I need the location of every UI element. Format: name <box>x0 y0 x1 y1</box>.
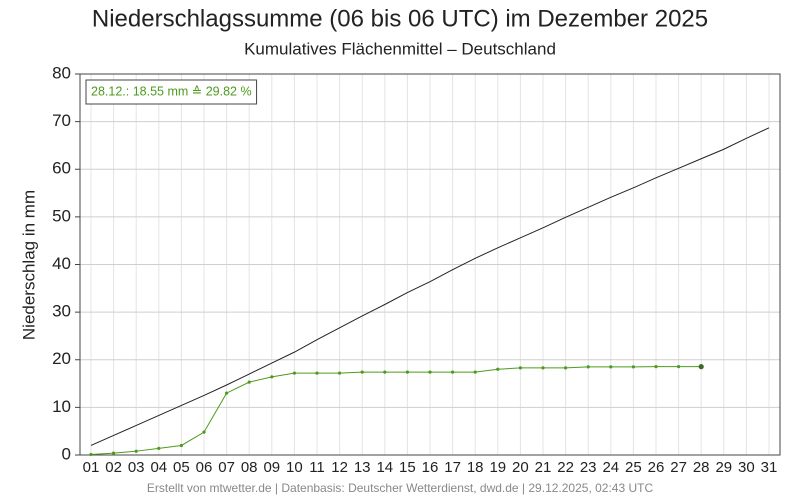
footer: Erstellt von mtwetter.de | Datenbasis: D… <box>147 481 654 495</box>
series-point <box>292 371 296 375</box>
x-tick-label: 02 <box>105 459 122 476</box>
y-tick-label: 30 <box>52 302 71 321</box>
series-point <box>451 370 455 374</box>
annotation: 28.12.: 18.55 mm ≙ 29.82 % <box>91 84 252 98</box>
series-point <box>473 370 477 374</box>
x-tick-label: 09 <box>263 459 280 476</box>
y-tick-label: 80 <box>52 63 71 82</box>
series-point <box>202 430 206 434</box>
x-tick-label: 14 <box>376 459 393 476</box>
series-point <box>586 365 590 369</box>
x-tick-label: 16 <box>422 459 439 476</box>
x-tick-label: 20 <box>512 459 529 476</box>
series-point <box>247 380 251 384</box>
x-tick-label: 05 <box>173 459 190 476</box>
y-tick-label: 10 <box>52 397 71 416</box>
x-tick-label: 25 <box>625 459 642 476</box>
x-tick-label: 22 <box>557 459 574 476</box>
series-line <box>90 366 702 456</box>
series-point <box>609 365 613 369</box>
x-tick-label: 30 <box>738 459 755 476</box>
x-tick-label: 28 <box>693 459 710 476</box>
x-tick-label: 29 <box>715 459 732 476</box>
annotation-box <box>85 79 258 105</box>
x-tick-label: 23 <box>580 459 597 476</box>
x-tick-label: 13 <box>354 459 371 476</box>
series-point <box>541 366 545 370</box>
series-point <box>496 367 500 371</box>
x-tick-label: 07 <box>218 459 235 476</box>
x-tick-label: 12 <box>331 459 348 476</box>
series-point <box>338 371 342 375</box>
x-tick-label: 26 <box>648 459 665 476</box>
series-point <box>225 391 229 395</box>
y-tick-label: 20 <box>52 349 71 368</box>
x-tick-label: 03 <box>128 459 145 476</box>
series-point <box>698 364 704 370</box>
x-tick-label: 06 <box>196 459 213 476</box>
plot-frame <box>79 73 781 456</box>
y-tick-label: 50 <box>52 206 71 225</box>
x-tick-label: 10 <box>286 459 303 476</box>
x-tick-label: 19 <box>489 459 506 476</box>
x-tick-label: 08 <box>241 459 258 476</box>
x-tick-label: 21 <box>535 459 552 476</box>
series-point <box>157 446 161 450</box>
x-tick-label: 15 <box>399 459 416 476</box>
x-tick-label: 04 <box>150 459 167 476</box>
series-point <box>134 449 138 453</box>
series-point <box>360 370 364 374</box>
chart-title: Niederschlagssumme (06 bis 06 UTC) im De… <box>92 5 708 32</box>
series-point <box>677 365 681 369</box>
x-tick-label: 31 <box>761 459 778 476</box>
series-point <box>654 365 658 369</box>
series-point <box>428 370 432 374</box>
series-point <box>112 451 116 455</box>
series-line <box>90 127 770 446</box>
y-tick-label: 70 <box>52 111 71 130</box>
x-tick-label: 11 <box>309 459 325 476</box>
x-tick-label: 17 <box>444 459 461 476</box>
series-point <box>564 366 568 370</box>
series-point <box>179 443 183 448</box>
series-point <box>405 370 409 374</box>
series-point <box>518 366 523 370</box>
y-tick-label: 40 <box>52 254 71 273</box>
series-point <box>383 370 387 374</box>
series-point <box>315 371 319 375</box>
y-tick-label: 0 <box>62 444 71 463</box>
x-tick-label: 24 <box>602 459 619 476</box>
series-point <box>631 365 636 369</box>
y-tick-label: 60 <box>52 159 71 178</box>
x-tick-label: 01 <box>83 459 100 476</box>
x-tick-label: 27 <box>670 459 687 476</box>
chart-subtitle: Kumulatives Flächenmittel – Deutschland <box>244 39 556 58</box>
x-tick-label: 18 <box>467 459 484 476</box>
series-point <box>270 375 274 379</box>
y-axis-title: Niederschlag in mm <box>19 190 38 340</box>
series-point <box>89 452 93 457</box>
